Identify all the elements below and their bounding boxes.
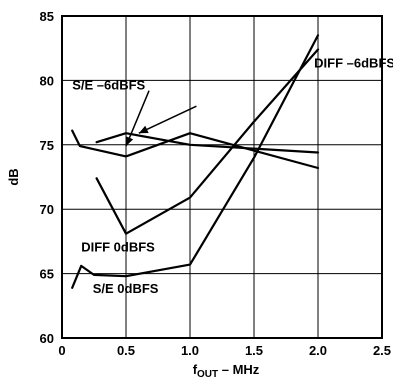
- series-line: [95, 48, 320, 235]
- series-annotation: DIFF 0dBFS: [81, 240, 155, 255]
- x-axis-label: fOUT – MHz: [193, 362, 260, 380]
- y-tick-label: 80: [40, 73, 54, 88]
- annotation-arrow: [125, 90, 150, 147]
- x-axis-label-suffix: – MHz: [218, 362, 260, 377]
- annotation-arrowhead: [138, 125, 149, 134]
- x-tick-label: 0: [58, 343, 65, 358]
- series-annotation: S/E 0dBFS: [93, 281, 159, 296]
- y-tick-label: 70: [40, 202, 54, 217]
- series-annotation: S/E –6dBFS: [72, 77, 145, 92]
- series-layer: [71, 34, 320, 289]
- y-tick-label: 75: [40, 138, 54, 153]
- y-axis-label: dB: [6, 168, 21, 185]
- annotation-arrowhead: [125, 136, 134, 147]
- x-axis-label-main: f: [193, 362, 198, 377]
- annotation-layer: DIFF –6dBFS S/E –6dBFS DIFF 0dBFS S/E 0dBFS: [72, 56, 393, 296]
- series-annotation: DIFF –6dBFS: [314, 56, 393, 71]
- x-tick-label: 0.5: [117, 343, 135, 358]
- y-tick-label: 60: [40, 331, 54, 346]
- y-tick-label: 65: [40, 267, 54, 282]
- x-tick-label: 1.0: [181, 343, 199, 358]
- tick-layer: 0 0.5 1.0 1.5 2.0 2.5 60 65 70 75 80 85: [40, 9, 392, 358]
- x-axis-label-sub: OUT: [197, 369, 218, 380]
- series-line: [71, 129, 320, 170]
- x-tick-label: 2.5: [373, 343, 391, 358]
- series-line: [95, 132, 320, 154]
- x-tick-label: 2.0: [309, 343, 327, 358]
- x-tick-label: 1.5: [245, 343, 263, 358]
- annotation-arrow: [138, 105, 197, 134]
- y-tick-label: 85: [40, 9, 54, 24]
- plot-frame: [61, 15, 383, 339]
- series-line: [71, 34, 320, 289]
